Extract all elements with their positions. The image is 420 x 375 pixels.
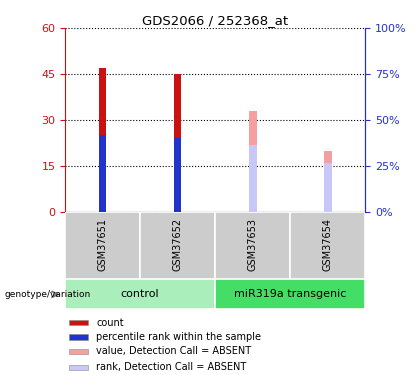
Text: GSM37651: GSM37651 — [97, 218, 108, 271]
Bar — [68, 320, 88, 325]
Bar — [324, 163, 332, 212]
Text: percentile rank within the sample: percentile rank within the sample — [97, 332, 262, 342]
Title: GDS2066 / 252368_at: GDS2066 / 252368_at — [142, 14, 288, 27]
Bar — [140, 212, 215, 279]
Text: control: control — [121, 290, 160, 299]
Bar — [249, 111, 257, 212]
Bar — [249, 144, 257, 212]
Bar — [99, 68, 106, 212]
Text: genotype/variation: genotype/variation — [4, 290, 90, 299]
Text: count: count — [97, 318, 124, 327]
Bar — [215, 212, 290, 279]
Bar — [215, 279, 365, 309]
Text: GSM37652: GSM37652 — [173, 218, 183, 271]
Bar — [68, 364, 88, 370]
Bar — [65, 212, 140, 279]
Bar — [99, 135, 106, 212]
Text: miR319a transgenic: miR319a transgenic — [234, 290, 346, 299]
Bar — [324, 151, 332, 212]
Text: GSM37653: GSM37653 — [248, 218, 258, 271]
Bar — [68, 334, 88, 340]
Bar — [68, 349, 88, 354]
Text: value, Detection Call = ABSENT: value, Detection Call = ABSENT — [97, 346, 252, 356]
Bar — [65, 279, 215, 309]
Text: rank, Detection Call = ABSENT: rank, Detection Call = ABSENT — [97, 362, 247, 372]
Bar — [174, 138, 181, 212]
Bar — [290, 212, 365, 279]
Text: GSM37654: GSM37654 — [323, 218, 333, 271]
Bar — [174, 74, 181, 212]
